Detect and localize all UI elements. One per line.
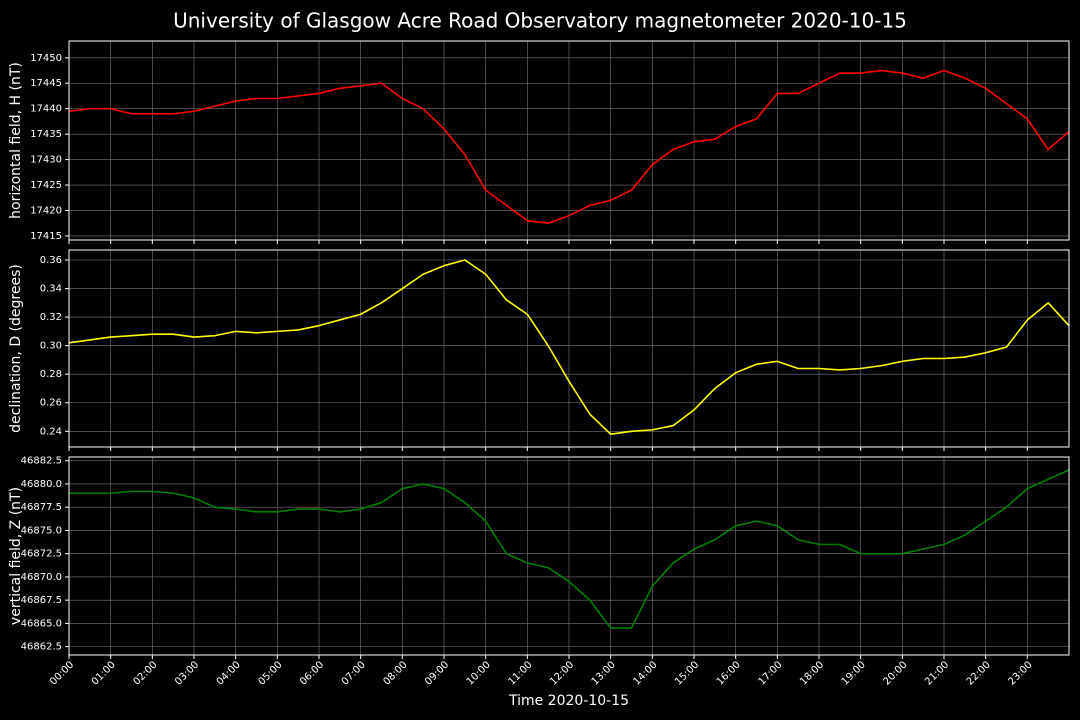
data-line	[68, 69, 1070, 224]
y-tick-label: 46865.0	[21, 618, 62, 629]
y-tick-label: 0.26	[40, 398, 62, 409]
y-tick-label: 46882.5	[21, 456, 62, 467]
chart-title: University of Glasgow Acre Road Observat…	[173, 9, 907, 33]
y-tick-label: 0.34	[40, 284, 62, 295]
y-tick-label: 46872.5	[21, 549, 62, 560]
y-tick-label: 0.36	[40, 255, 62, 266]
data-line	[68, 259, 1070, 435]
data-line	[69, 469, 1070, 629]
y-tick-label: 17450	[30, 53, 62, 64]
y-tick-label: 17445	[30, 78, 62, 89]
y-tick-label: 17435	[30, 129, 62, 140]
y-tick-label: 17425	[30, 180, 62, 191]
y-tick-label: 46877.5	[21, 502, 62, 513]
y-axis-label: vertical field, Z (nT)	[8, 487, 24, 625]
y-tick-label: 0.30	[40, 341, 62, 352]
y-tick-label: 17420	[30, 205, 62, 216]
y-tick-label: 17415	[30, 231, 62, 242]
y-tick-label: 46862.5	[21, 642, 62, 653]
plot-frame	[68, 249, 1070, 448]
y-tick-label: 0.32	[40, 312, 62, 323]
y-tick-label: 0.24	[40, 426, 62, 437]
y-tick-label: 46880.0	[21, 479, 62, 490]
y-tick-label: 46875.0	[21, 525, 62, 536]
y-tick-label: 0.28	[40, 369, 62, 380]
y-tick-label: 46867.5	[21, 595, 62, 606]
y-tick-label: 46870.0	[21, 572, 62, 583]
y-tick-label: 17440	[30, 104, 62, 115]
x-axis-label: Time 2020-10-15	[508, 693, 629, 709]
y-axis-label: declination, D (degrees)	[8, 264, 24, 433]
y-axis-label: horizontal field, H (nT)	[8, 62, 24, 219]
y-tick-label: 17430	[30, 155, 62, 166]
plot-frame	[68, 40, 1070, 241]
plot-frame	[68, 456, 1070, 656]
